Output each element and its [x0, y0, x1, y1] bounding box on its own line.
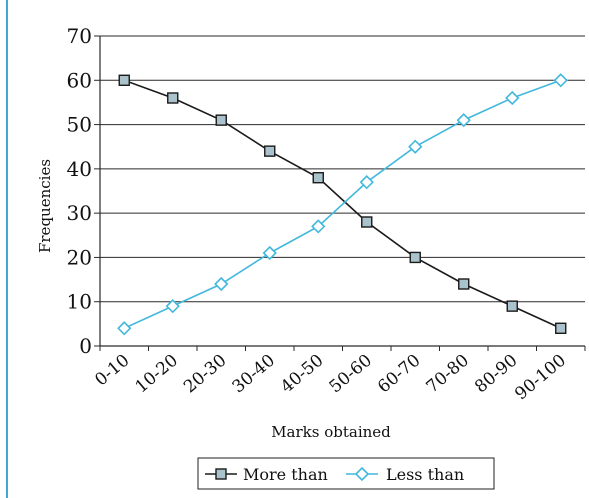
- legend-label: Less than: [386, 465, 464, 484]
- data-point: [505, 90, 520, 106]
- gridlines: [100, 35, 585, 303]
- figure-frame: [6, 0, 589, 498]
- series-group: [117, 73, 568, 336]
- data-point: [214, 276, 229, 292]
- axes: [99, 36, 585, 347]
- x-tick-label: 10-20: [132, 351, 182, 398]
- data-point: [262, 245, 277, 261]
- y-axis-label: Frequencies: [36, 159, 54, 253]
- legend-swatch-marker: [354, 466, 370, 482]
- x-tick-label: 60-70: [374, 351, 424, 398]
- data-point: [165, 299, 180, 314]
- series-line: [123, 79, 562, 330]
- data-point: [409, 251, 421, 264]
- data-point: [118, 74, 130, 86]
- data-point: [167, 92, 179, 104]
- x-tick-label: 40-50: [277, 351, 327, 398]
- y-tick-label: 50: [67, 113, 92, 137]
- y-tick-label: 10: [67, 290, 92, 314]
- legend-swatch-marker: [215, 468, 227, 480]
- series-line: [123, 79, 562, 330]
- x-tick-label: 70-80: [423, 351, 473, 398]
- legend-label: More than: [243, 465, 328, 484]
- data-point: [359, 175, 374, 190]
- data-point: [311, 219, 326, 234]
- y-tick-label: 70: [67, 24, 92, 48]
- data-point: [117, 321, 132, 336]
- y-tick-label: 30: [67, 201, 92, 225]
- data-point: [506, 300, 518, 312]
- data-point: [555, 322, 567, 334]
- data-point: [553, 73, 568, 88]
- x-tick-label: 50-60: [326, 351, 376, 398]
- x-tick-label: 0-10: [91, 351, 133, 391]
- y-tick-label: 20: [67, 245, 92, 269]
- x-tick-labels: 0-1010-2020-3030-4040-5050-6060-7070-808…: [91, 346, 586, 405]
- x-tick-label: 30-40: [229, 351, 279, 398]
- data-point: [312, 172, 324, 184]
- data-point: [215, 114, 227, 126]
- y-tick-label: 0: [79, 334, 92, 358]
- x-axis-label: Marks obtained: [271, 423, 391, 441]
- legend: More than Less than: [197, 457, 495, 490]
- data-point: [361, 216, 373, 228]
- y-tick-label: 60: [67, 68, 92, 92]
- data-point: [456, 113, 471, 128]
- data-point: [408, 139, 423, 154]
- y-tick-label: 40: [67, 157, 92, 181]
- series-less-than: [117, 73, 568, 336]
- x-tick-label: 20-30: [180, 351, 230, 398]
- x-tick-label: 90-100: [511, 351, 570, 405]
- data-point: [264, 145, 276, 157]
- series-more-than: [118, 74, 567, 334]
- data-point: [458, 278, 470, 290]
- y-tick-labels: 0 10 20 30 40 50 60 70: [67, 24, 100, 358]
